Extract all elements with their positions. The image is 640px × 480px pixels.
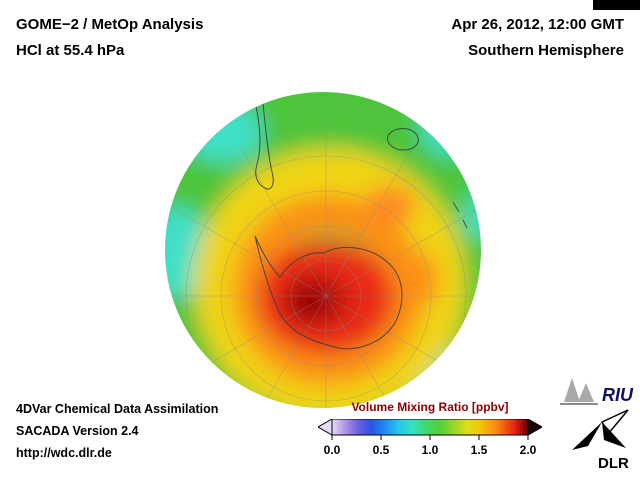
colorbar-tick-labels: 0.0 0.5 1.0 1.5 2.0 [318, 443, 542, 459]
colorbar: Volume Mixing Ratio [ppbv] [318, 400, 542, 459]
colorbar-gradient [318, 419, 542, 440]
date-region-block: Apr 26, 2012, 12:00 GMT Southern Hemisph… [451, 12, 624, 64]
version-label: SACADA Version 2.4 [16, 424, 139, 438]
plot-title-block: GOME−2 / MetOp Analysis HCl at 55.4 hPa [16, 12, 203, 64]
tick-label-0: 0.0 [323, 443, 341, 457]
riu-spire-icon [564, 378, 580, 402]
riu-spire-icon [578, 383, 594, 402]
riu-logo: RIU [556, 376, 634, 413]
tick-label-2: 1.0 [421, 443, 439, 457]
credits-block: 4DVar Chemical Data Assimilation SACADA … [16, 398, 218, 464]
hemisphere-globe [165, 92, 481, 408]
graticule [165, 121, 481, 408]
dlr-logo: DLR [568, 408, 632, 477]
assimilation-label: 4DVar Chemical Data Assimilation [16, 402, 219, 416]
instrument-title: GOME−2 / MetOp Analysis [16, 16, 204, 33]
tick-label-4: 2.0 [519, 443, 537, 457]
hemisphere-label: Southern Hemisphere [468, 42, 624, 59]
species-level-title: HCl at 55.4 hPa [16, 42, 125, 59]
over-range-arrow [527, 419, 542, 436]
colorbar-title: Volume Mixing Ratio [ppbv] [351, 400, 509, 414]
coastlines [252, 92, 468, 350]
tick-label-3: 1.5 [470, 443, 488, 457]
riu-logo-text: RIU [602, 385, 634, 405]
under-range-arrow [318, 419, 333, 436]
colorbar-ticks [331, 435, 529, 440]
hemisphere-map [157, 84, 489, 416]
date-label: Apr 26, 2012, 12:00 GMT [451, 16, 624, 33]
top-right-black-strip [593, 0, 640, 10]
url-label: http://wdc.dlr.de [16, 446, 112, 460]
dlr-logo-text: DLR [598, 455, 629, 472]
dlr-swoosh-icon [572, 409, 629, 450]
tick-label-1: 0.5 [372, 443, 390, 457]
